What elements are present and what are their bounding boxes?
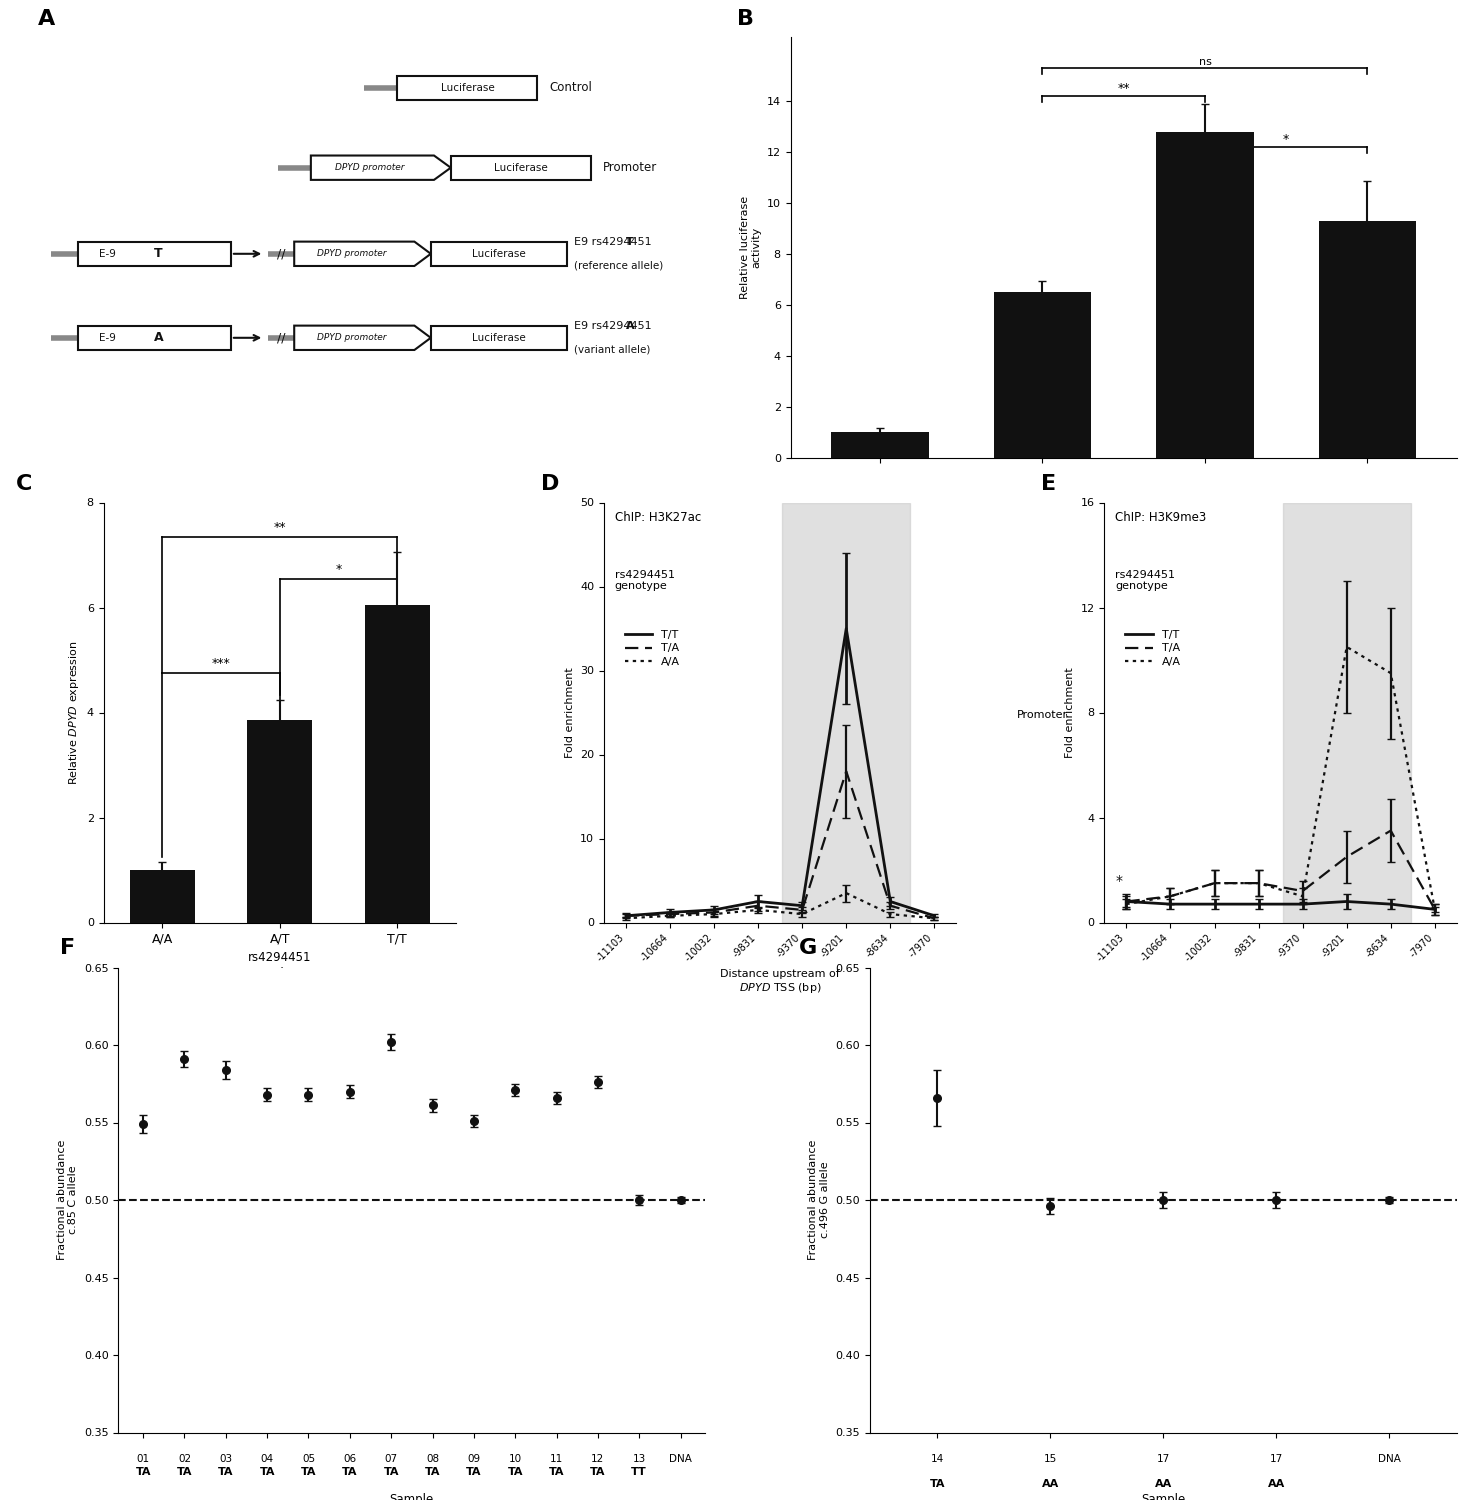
Bar	[78, 242, 231, 266]
Text: E9 rs4294451: E9 rs4294451	[574, 321, 652, 332]
Text: ChIP: H3K27ac: ChIP: H3K27ac	[615, 512, 701, 524]
Text: TA: TA	[590, 1467, 605, 1478]
Bar	[247, 720, 312, 922]
Polygon shape	[311, 156, 451, 180]
Text: TA: TA	[507, 1467, 524, 1478]
Text: ChIP: H3K9me3: ChIP: H3K9me3	[1115, 512, 1207, 524]
Text: Luciferase: Luciferase	[494, 162, 547, 172]
Text: (variant allele): (variant allele)	[574, 345, 651, 354]
Text: TT: TT	[632, 1467, 648, 1478]
Text: A: A	[1409, 710, 1417, 720]
X-axis label: Distance upstream of
$DPYD$ TSS (bp): Distance upstream of $DPYD$ TSS (bp)	[1220, 969, 1340, 994]
Text: //: //	[277, 248, 285, 261]
Bar	[1157, 132, 1254, 458]
Y-axis label: Fold enrichment: Fold enrichment	[565, 668, 574, 758]
Text: **: **	[1118, 82, 1130, 94]
Text: //: //	[277, 332, 285, 345]
Text: A: A	[626, 321, 634, 332]
Text: AA: AA	[1041, 1479, 1059, 1490]
Bar	[782, 503, 910, 922]
Text: (reference allele): (reference allele)	[574, 261, 663, 270]
Text: TA: TA	[217, 1467, 234, 1478]
Text: DPYD promoter: DPYD promoter	[317, 333, 386, 342]
Text: DPYD promoter: DPYD promoter	[334, 164, 404, 172]
Text: **: **	[274, 520, 285, 534]
Bar	[1319, 220, 1417, 458]
Text: Luciferase: Luciferase	[472, 249, 527, 259]
Text: G: G	[799, 938, 818, 958]
Polygon shape	[294, 326, 430, 350]
Y-axis label: Fractional abundance
c.85 C allele: Fractional abundance c.85 C allele	[56, 1140, 78, 1260]
Y-axis label: Relative luciferase
activity: Relative luciferase activity	[740, 196, 762, 298]
Y-axis label: Fold enrichment: Fold enrichment	[1065, 668, 1075, 758]
Text: Control: Control	[859, 710, 901, 720]
Y-axis label: Relative $DPYD$ expression: Relative $DPYD$ expression	[67, 640, 81, 784]
Bar	[1282, 503, 1411, 922]
Text: D: D	[540, 474, 559, 494]
Text: TA: TA	[136, 1467, 151, 1478]
Text: E-9: E-9	[99, 333, 115, 344]
Text: TA: TA	[342, 1467, 358, 1478]
Text: E9 rs4294451: E9 rs4294451	[574, 237, 652, 248]
Bar	[430, 326, 568, 350]
Text: Sample: Sample	[390, 1492, 433, 1500]
Text: *: *	[1284, 132, 1290, 146]
Bar	[365, 604, 429, 922]
Text: T: T	[1247, 710, 1254, 720]
Y-axis label: Fractional abundance
c.496 G allele: Fractional abundance c.496 G allele	[808, 1140, 830, 1260]
Bar	[831, 432, 929, 457]
Text: Sample: Sample	[1142, 1492, 1185, 1500]
Text: TA: TA	[466, 1467, 482, 1478]
X-axis label: rs4294451
genotype: rs4294451 genotype	[248, 951, 312, 980]
Text: T: T	[626, 237, 634, 248]
Text: A: A	[154, 332, 164, 345]
Text: *: *	[336, 562, 342, 576]
Text: Promoter: Promoter	[602, 160, 657, 174]
Text: ns: ns	[1198, 57, 1211, 68]
Bar	[130, 870, 195, 922]
Bar	[451, 156, 590, 180]
Polygon shape	[294, 242, 430, 266]
Bar	[994, 292, 1092, 458]
Text: B: B	[737, 9, 754, 28]
Text: Luciferase: Luciferase	[472, 333, 527, 344]
Text: TA: TA	[424, 1467, 441, 1478]
Text: ***: ***	[211, 657, 231, 670]
Text: Luciferase: Luciferase	[441, 82, 494, 93]
Text: TA: TA	[176, 1467, 192, 1478]
Text: A: A	[37, 9, 55, 28]
Text: AA: AA	[1268, 1479, 1285, 1490]
Text: E: E	[1041, 474, 1056, 494]
X-axis label: Distance upstream of
$DPYD$ TSS (bp): Distance upstream of $DPYD$ TSS (bp)	[720, 969, 840, 994]
Text: rs4294451: rs4294451	[1340, 710, 1396, 720]
Text: T: T	[154, 248, 163, 261]
Text: Control: Control	[549, 81, 592, 94]
Legend: T/T, T/A, A/A: T/T, T/A, A/A	[1121, 626, 1185, 670]
Text: rs4294451: rs4294451	[1177, 710, 1233, 720]
Text: F: F	[59, 938, 75, 958]
Text: E-9: E-9	[99, 249, 115, 259]
Text: *: *	[1115, 873, 1123, 888]
Text: TA: TA	[259, 1467, 275, 1478]
Text: rs4294451
genotype: rs4294451 genotype	[1115, 570, 1174, 591]
Text: TA: TA	[549, 1467, 565, 1478]
Text: Promoter: Promoter	[1018, 710, 1068, 720]
Text: DPYD promoter: DPYD promoter	[317, 249, 386, 258]
Bar	[430, 242, 568, 266]
Text: TA: TA	[383, 1467, 399, 1478]
Bar	[398, 75, 537, 100]
Bar	[78, 326, 231, 350]
Text: rs4294451
genotype: rs4294451 genotype	[615, 570, 674, 591]
Text: AA: AA	[1155, 1479, 1171, 1490]
Text: TA: TA	[930, 1479, 945, 1490]
Legend: T/T, T/A, A/A: T/T, T/A, A/A	[620, 626, 685, 670]
Text: TA: TA	[300, 1467, 317, 1478]
Text: C: C	[15, 474, 33, 494]
